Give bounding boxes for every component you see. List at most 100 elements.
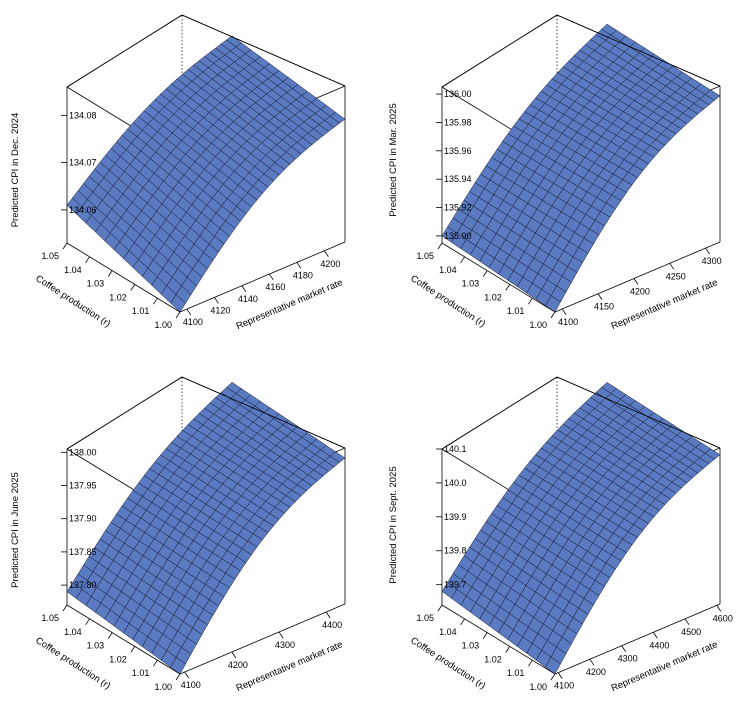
- x-tick-mark: [175, 311, 181, 319]
- y-tick-mark: [214, 297, 219, 304]
- z-tick-label: 139.9: [444, 512, 467, 522]
- x-tick-mark: [550, 673, 556, 681]
- z-axis-label: Predicted CPI in Mar. 2025: [388, 103, 399, 217]
- x-tick-label: 1.03: [462, 279, 480, 289]
- x-tick-label: 1.00: [529, 320, 547, 330]
- y-tick-mark: [296, 262, 302, 269]
- y-tick-label: 4300: [618, 654, 638, 664]
- y-tick-mark: [269, 273, 274, 281]
- box-edge: [554, 241, 721, 313]
- x-tick-mark: [505, 646, 511, 653]
- z-tick-label: 134.08: [69, 110, 97, 120]
- surface-mesh: [66, 382, 346, 675]
- y-tick-label: 4200: [320, 259, 340, 269]
- z-tick-label: 137.85: [69, 547, 97, 557]
- y-tick-label: 4400: [649, 640, 669, 650]
- box-front-edges: [66, 14, 346, 88]
- y-tick-label: 4100: [554, 681, 574, 691]
- x-tick-label: 1.04: [64, 265, 82, 275]
- x-tick-label: 1.02: [484, 292, 502, 302]
- box-front-edges: [66, 376, 346, 450]
- box-edge: [181, 376, 346, 449]
- x-tick-mark: [482, 632, 488, 639]
- y-tick-mark: [589, 658, 595, 666]
- x-tick-mark: [62, 604, 68, 612]
- z-tick-label: 138.00: [69, 447, 97, 457]
- x-tick-label: 1.05: [41, 613, 59, 623]
- y-tick-mark: [324, 250, 329, 257]
- x-tick-label: 1.01: [507, 668, 525, 678]
- y-tick-mark: [597, 293, 603, 300]
- x-tick-label: 1.02: [109, 292, 127, 302]
- y-tick-label: 4140: [238, 294, 258, 304]
- x-tick-label: 1.05: [416, 613, 434, 623]
- z-tick-label: 134.07: [69, 158, 97, 168]
- x-tick-label: 1.00: [529, 682, 547, 692]
- box-edge: [556, 14, 721, 87]
- z-tick-label: 139.7: [444, 580, 467, 590]
- y-tick-mark: [653, 632, 658, 639]
- y-tick-label: 4180: [293, 270, 313, 280]
- z-axis-label: Predicted CPI in Sept. 2025: [388, 466, 399, 583]
- z-tick-label: 134.06: [69, 205, 97, 215]
- y-tick-mark: [241, 285, 247, 292]
- box-edge: [441, 604, 556, 675]
- y-tick-label: 4160: [265, 282, 285, 292]
- box-edge: [179, 241, 346, 313]
- y-tick-label: 4100: [181, 680, 201, 690]
- y-tick-mark: [186, 308, 192, 316]
- y-tick-label: 4300: [275, 640, 295, 650]
- x-tick-mark: [528, 297, 533, 305]
- z-tick-label: 140.1: [444, 444, 467, 454]
- x-tick-label: 1.01: [507, 306, 525, 316]
- surface-mesh: [441, 23, 721, 313]
- box-edge: [441, 376, 558, 450]
- box-edge: [179, 603, 346, 675]
- y-tick-label: 4100: [183, 317, 203, 327]
- x-tick-label: 1.05: [416, 251, 434, 261]
- z-axis-label: Predicted CPI in Dec. 2024: [10, 113, 21, 228]
- x-tick-label: 1.04: [64, 627, 82, 637]
- x-tick-label: 1.04: [439, 627, 457, 637]
- box-edge: [66, 376, 183, 450]
- chart-panel-1: 1.00 1.01 1.02 1.03 1.04 1.05 4100 4120 4140 4160…: [10, 14, 346, 332]
- y-tick-label: 4200: [228, 660, 248, 670]
- x-tick-mark: [550, 311, 556, 319]
- y-tick-label: 4500: [681, 627, 701, 637]
- y-tick-label: 4600: [713, 613, 733, 623]
- x-tick-mark: [153, 659, 158, 667]
- x-tick-mark: [85, 618, 90, 626]
- x-tick-mark: [62, 242, 68, 250]
- x-tick-mark: [505, 284, 511, 291]
- y-tick-label: 4400: [322, 620, 342, 630]
- x-tick-mark: [437, 242, 443, 250]
- x-tick-label: 1.05: [41, 251, 59, 261]
- y-tick-label: 4120: [210, 305, 230, 315]
- box-edge: [441, 14, 558, 88]
- x-tick-mark: [175, 673, 181, 681]
- x-tick-mark: [153, 297, 158, 305]
- x-tick-label: 1.03: [87, 279, 105, 289]
- z-tick-label: 137.80: [69, 580, 97, 590]
- z-tick-label: 135.94: [444, 174, 472, 184]
- y-tick-mark: [231, 651, 237, 659]
- x-tick-mark: [107, 270, 113, 277]
- x-tick-label: 1.00: [154, 320, 172, 330]
- z-tick-label: 135.96: [444, 146, 472, 156]
- box-edge: [554, 603, 721, 675]
- z-tick-label: 135.98: [444, 117, 472, 127]
- box-front-edges: [441, 376, 721, 450]
- z-tick-label: 140.0: [444, 478, 467, 488]
- y-tick-mark: [278, 631, 284, 639]
- y-tick-mark: [705, 247, 710, 255]
- surface-facet: [545, 295, 561, 313]
- y-tick-mark: [716, 605, 722, 612]
- y-tick-label: 4300: [702, 256, 722, 266]
- surface-mesh: [66, 35, 346, 313]
- y-tick-label: 4200: [586, 667, 606, 677]
- y-tick-label: 4200: [630, 287, 650, 297]
- x-tick-mark: [437, 604, 443, 612]
- box-front-edges: [441, 14, 721, 88]
- z-tick-label: 135.90: [444, 231, 472, 241]
- y-tick-mark: [633, 278, 639, 285]
